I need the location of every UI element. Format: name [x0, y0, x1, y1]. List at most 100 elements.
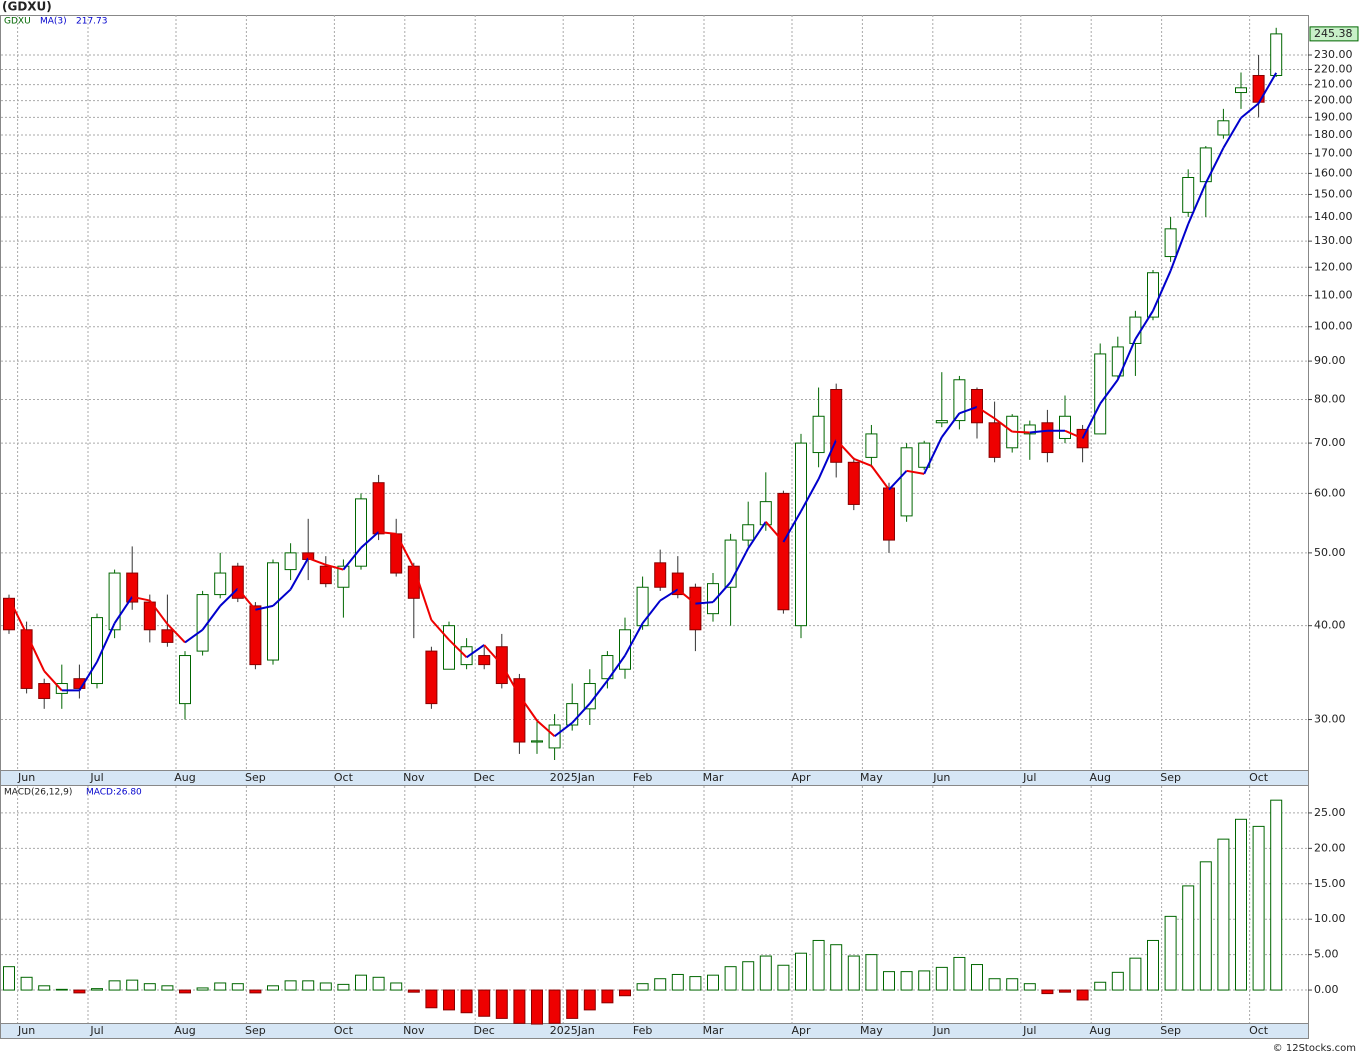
- candle-body: [847, 461, 860, 505]
- macd-bar: [1182, 885, 1195, 991]
- macd-value: MACD:26.80: [86, 788, 142, 798]
- y-tick-label: 40.00: [1314, 619, 1346, 632]
- candle-body: [935, 420, 948, 424]
- macd-bar: [1023, 983, 1036, 991]
- ma-line: [8, 597, 28, 635]
- macd-bar: [953, 956, 966, 991]
- ma-line: [518, 694, 538, 722]
- ma-line: [641, 599, 661, 624]
- ma-line: [289, 557, 310, 590]
- ma-line: [782, 510, 802, 543]
- ma-line: [888, 470, 908, 491]
- ma-line: [853, 457, 872, 467]
- ma-value: 217.73: [76, 17, 108, 27]
- macd-bar: [91, 988, 103, 991]
- ma-line: [237, 588, 257, 611]
- y-tick-label: 230.00: [1314, 48, 1353, 61]
- y-tick-label: 80.00: [1314, 393, 1346, 406]
- macd-bar: [1164, 915, 1177, 991]
- candle-body: [742, 524, 755, 541]
- ma-line: [325, 563, 344, 571]
- macd-bar: [355, 974, 367, 991]
- macd-bar: [1129, 957, 1142, 991]
- x-tick-label: Oct: [334, 1024, 354, 1037]
- ma-line: [395, 533, 415, 569]
- macd-bar: [20, 976, 33, 991]
- macd-bar: [812, 939, 825, 991]
- macd-bar: [495, 989, 508, 1019]
- candle-body: [601, 655, 614, 680]
- candle-body: [566, 703, 579, 726]
- macd-bar: [1252, 825, 1265, 991]
- candle-body: [830, 388, 843, 463]
- ma-line: [553, 722, 573, 738]
- ma-line: [1099, 379, 1119, 405]
- x-tick-label: Jul: [1022, 771, 1036, 784]
- y-tick-label: 0.00: [1314, 983, 1339, 996]
- ma-line: [184, 628, 204, 644]
- candle-body: [73, 678, 86, 689]
- candle-body: [179, 655, 191, 705]
- ma-line: [817, 439, 838, 480]
- x-tick-label: Aug: [174, 771, 195, 784]
- candle-body: [1111, 346, 1124, 377]
- y-tick-label: 20.00: [1314, 841, 1346, 854]
- y-tick-label: 210.00: [1314, 78, 1353, 91]
- candle-body: [812, 415, 825, 454]
- ma-line: [378, 531, 397, 535]
- y-tick-label: 170.00: [1314, 147, 1353, 160]
- macd-bar: [636, 983, 649, 991]
- ma-line: [1029, 429, 1048, 434]
- candle-body: [918, 442, 931, 468]
- candle-body: [91, 617, 103, 685]
- candle-body: [267, 562, 279, 661]
- macd-bar: [196, 987, 209, 991]
- y-tick-label: 60.00: [1314, 486, 1346, 499]
- macd-bar: [654, 978, 667, 991]
- macd-bar: [214, 982, 227, 991]
- ma-line: [201, 605, 222, 631]
- candle-body: [372, 482, 385, 535]
- ma-line: [255, 604, 274, 611]
- y-tick-label: 120.00: [1314, 260, 1353, 273]
- candle-body: [636, 586, 649, 627]
- ma-line: [1204, 147, 1225, 184]
- y-tick-label: 50.00: [1314, 546, 1346, 559]
- candle-body: [1147, 272, 1159, 318]
- macd-bar: [601, 989, 614, 1004]
- macd-bar: [460, 989, 473, 1014]
- candle-body: [689, 586, 702, 631]
- candle-body: [707, 583, 719, 615]
- ma-line: [412, 567, 433, 621]
- candle-body: [654, 562, 667, 588]
- ma-line: [148, 599, 169, 625]
- y-tick-label: 190.00: [1314, 110, 1353, 123]
- candle-body: [249, 605, 262, 666]
- macd-bar: [443, 989, 455, 1011]
- ma-line: [993, 417, 1013, 433]
- y-tick-label: 30.00: [1314, 713, 1346, 726]
- x-tick-label: Oct: [1249, 771, 1269, 784]
- macd-bar: [3, 966, 15, 991]
- ma-line: [1152, 270, 1172, 312]
- ma-line: [765, 521, 785, 543]
- ma-line: [729, 547, 750, 583]
- y-tick-label: 220.00: [1314, 63, 1353, 76]
- candle-body: [126, 572, 139, 603]
- ma-line: [940, 412, 961, 438]
- ma-line: [1240, 102, 1260, 119]
- candle-body: [319, 565, 332, 585]
- candle-body: [478, 655, 491, 666]
- macd-bar: [777, 964, 790, 991]
- ma-line: [483, 644, 503, 666]
- candle-body: [671, 572, 684, 596]
- candle-body: [108, 572, 121, 631]
- footer: © 12Stocks.com: [1273, 1043, 1356, 1054]
- y-tick-label: 110.00: [1314, 289, 1353, 302]
- candle-body: [724, 539, 737, 588]
- ma-line: [1187, 182, 1207, 225]
- ma-line: [1169, 223, 1190, 272]
- candle-body: [355, 498, 367, 567]
- chart-title: (GDXU): [2, 0, 52, 14]
- ma-line: [307, 557, 327, 566]
